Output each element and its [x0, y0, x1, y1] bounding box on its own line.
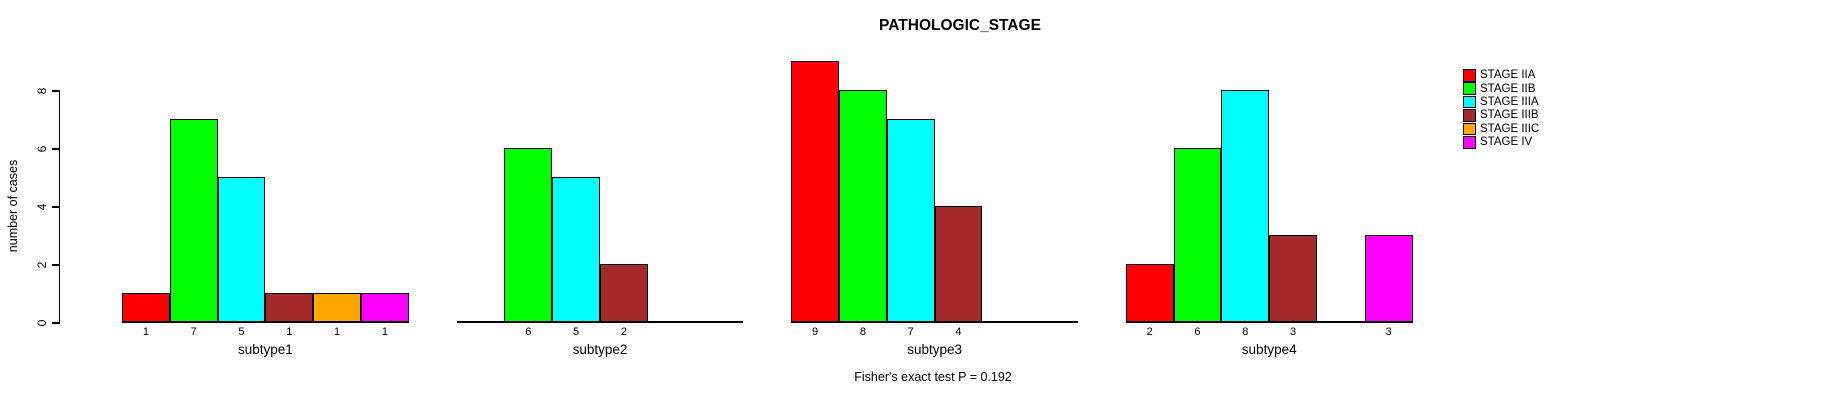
y-axis-tick	[51, 90, 59, 92]
y-axis-tick-label: 2	[35, 261, 49, 269]
y-axis-tick	[51, 206, 59, 208]
bar-count-label: 1	[381, 326, 388, 338]
bar-count-label: 1	[142, 326, 149, 338]
legend-swatch-stage-iib	[1463, 82, 1476, 95]
bar-count-label: 2	[620, 326, 627, 338]
legend-swatch-stage-iiic	[1463, 122, 1476, 136]
y-axis-tick-label: 6	[35, 145, 49, 153]
bar-count-label: 1	[334, 326, 341, 338]
legend-label-stage-iiia: STAGE IIIA	[1480, 96, 1539, 109]
group-label-subtype4: subtype4	[1241, 342, 1297, 357]
bar-subtype3-stage-iiia	[886, 119, 935, 322]
legend-swatch-stage-iiia	[1463, 95, 1476, 109]
bar-subtype3-stage-iib	[839, 90, 887, 322]
bar-count-label: 1	[286, 326, 293, 338]
bar-count-label: 5	[573, 326, 580, 338]
baseline-subtype3	[791, 321, 1078, 323]
bar-count-label: 9	[812, 326, 819, 338]
bar-subtype1-stage-iiib	[265, 293, 314, 322]
bar-subtype2-stage-iib	[504, 148, 553, 322]
group-label-subtype1: subtype1	[238, 342, 293, 357]
bar-subtype4-stage-iib	[1173, 148, 1222, 322]
bar-subtype4-stage-iiib	[1269, 235, 1317, 322]
legend-label-stage-iiic: STAGE IIIC	[1480, 122, 1540, 135]
bar-count-label: 2	[1146, 326, 1153, 338]
y-axis-tick	[51, 264, 59, 266]
bar-subtype1-stage-iia	[122, 293, 170, 322]
bar-count-label: 6	[1194, 326, 1201, 338]
bar-count-label: 7	[190, 326, 197, 338]
bar-count-label: 3	[1290, 326, 1297, 338]
bar-count-label: 8	[1242, 326, 1249, 338]
bar-count-label: 6	[525, 326, 532, 338]
group-label-subtype3: subtype3	[907, 342, 962, 357]
bar-subtype1-stage-iib	[169, 119, 218, 322]
bar-subtype1-stage-iiia	[217, 177, 266, 322]
bar-count-label: 3	[1385, 326, 1392, 338]
y-axis-tick	[51, 322, 59, 324]
bar-subtype4-stage-iv	[1364, 235, 1413, 322]
bar-count-label: 7	[907, 326, 914, 338]
baseline-subtype1	[122, 321, 409, 323]
bar-subtype2-stage-iiib	[600, 264, 648, 322]
y-axis-tick	[51, 148, 59, 150]
bar-count-label: 5	[238, 326, 245, 338]
bar-subtype1-stage-iiic	[313, 293, 361, 322]
bar-subtype4-stage-iiia	[1221, 90, 1270, 322]
legend-swatch-stage-iia	[1463, 69, 1476, 82]
legend-label-stage-iiib: STAGE IIIB	[1480, 109, 1539, 122]
group-label-subtype2: subtype2	[572, 342, 628, 357]
bar-count-label: 8	[859, 326, 866, 338]
chart-title: PATHOLOGIC_STAGE	[879, 17, 1041, 34]
bar-subtype1-stage-iv	[361, 293, 409, 322]
y-axis-line	[58, 90, 60, 324]
y-axis-tick-label: 4	[35, 203, 49, 211]
bar-subtype4-stage-iia	[1125, 264, 1174, 322]
legend-swatch-stage-iv	[1463, 136, 1476, 149]
bar-subtype2-stage-iiia	[552, 177, 600, 322]
legend-label-stage-iv: STAGE IV	[1480, 136, 1533, 149]
legend-label-stage-iia: STAGE IIA	[1480, 69, 1536, 82]
baseline-subtype2	[456, 321, 744, 323]
bar-subtype3-stage-iiib	[934, 206, 983, 322]
legend-swatch-stage-iiib	[1463, 109, 1476, 122]
legend-label-stage-iib: STAGE IIB	[1480, 82, 1536, 95]
y-axis-label: number of cases	[6, 159, 20, 253]
fisher-test-annotation: Fisher's exact test P = 0.192	[854, 370, 1012, 384]
bar-count-label: 4	[955, 326, 962, 338]
y-axis-tick-label: 0	[35, 319, 49, 327]
y-axis-tick-label: 8	[35, 87, 49, 95]
baseline-subtype4	[1125, 321, 1413, 323]
bar-subtype3-stage-iia	[791, 61, 839, 322]
